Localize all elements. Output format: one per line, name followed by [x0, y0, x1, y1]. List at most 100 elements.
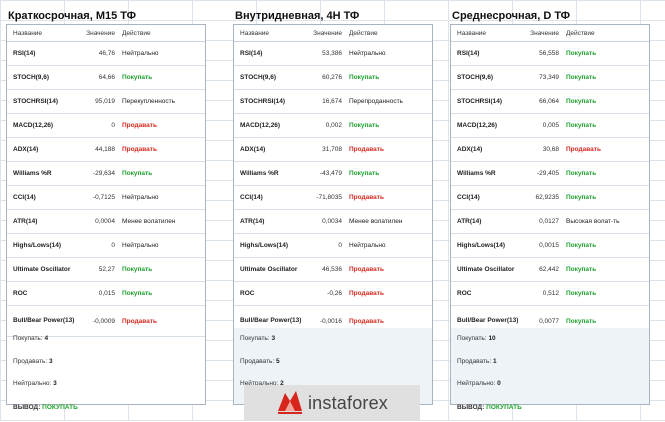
indicator-name: Ultimate Oscillator — [457, 265, 515, 273]
indicator-value: -0,26 — [327, 290, 342, 297]
indicator-name: STOCH(9,6) — [13, 73, 49, 81]
verdict-label: ВЫВОД: — [457, 404, 485, 411]
verdict-line: ВЫВОД: ПОКУПАТЬ — [7, 404, 205, 411]
neutral-count-label: Нейтрально: — [13, 380, 52, 387]
indicator-action: Менее волатилен — [349, 218, 403, 225]
indicator-name: Highs/Lows(14) — [240, 241, 289, 249]
indicator-action: Продавать — [349, 146, 384, 153]
summary-section: Покупать: 10 Продавать: 1 Нейтрально: 0 ВЫВ… — [451, 328, 649, 411]
table-row: Ultimate Oscillator 46,536 Продавать — [234, 258, 432, 282]
indicator-name: RSI(14) — [457, 49, 480, 57]
verdict-line: ВЫВОД: ПОКУПАТЬ — [451, 404, 649, 411]
indicator-name: Bull/Bear Power(13) — [13, 317, 75, 324]
table-row: Williams %R -29,405 Покупать — [451, 162, 649, 186]
buy-count-value: 10 — [488, 335, 496, 342]
indicator-value: 0,0004 — [95, 218, 115, 225]
table-row: RSI(14) 56,558 Покупать — [451, 42, 649, 66]
instaforex-watermark: instaforex — [244, 385, 420, 421]
indicator-action: Перепроданность — [349, 98, 403, 105]
indicator-action: Покупать — [566, 98, 597, 105]
indicator-name: ROC — [240, 289, 255, 297]
indicator-name: Williams %R — [240, 169, 279, 177]
neutral-count-label: Нейтрально: — [457, 380, 496, 387]
indicator-value: 73,349 — [539, 74, 559, 81]
verdict-label: ВЫВОД: — [13, 404, 41, 411]
indicator-name: ADX(14) — [13, 145, 39, 153]
table-row: ROC 0,015 Покупать — [7, 282, 205, 306]
indicator-action: Нейтрально — [122, 50, 159, 57]
indicator-value: 66,064 — [539, 98, 559, 105]
indicator-action: Покупать — [349, 170, 380, 177]
table-row: CCI(14) 62,9235 Покупать — [451, 186, 649, 210]
neutral-count-line: Нейтрально: 0 — [451, 380, 649, 387]
column-header-name: Название — [457, 29, 487, 37]
table-row: ADX(14) 44,188 Продавать — [7, 138, 205, 162]
indicator-name: RSI(14) — [240, 49, 263, 57]
indicator-action: Продавать — [349, 266, 384, 273]
buy-count-value: 3 — [271, 335, 276, 342]
column-header-name: Название — [240, 29, 270, 37]
indicator-action: Покупать — [122, 290, 153, 297]
column-header-value: Значение — [86, 29, 115, 37]
indicator-action: Покупать — [566, 122, 597, 129]
indicator-action: Покупать — [122, 74, 153, 81]
table-header: Название Значение Действие — [7, 25, 205, 42]
table-row: Williams %R -43,479 Покупать — [234, 162, 432, 186]
indicator-action: Покупать — [566, 74, 597, 81]
indicator-action: Покупать — [566, 194, 597, 201]
indicator-action: Продавать — [349, 317, 384, 325]
indicator-table: Название Значение Действие RSI(14) 53,386 Ней… — [233, 24, 433, 405]
neutral-count-value: 2 — [280, 380, 284, 387]
indicator-value: 62,442 — [539, 266, 559, 273]
indicator-action: Нейтрально — [349, 242, 386, 249]
table-row: STOCHRSI(14) 95,019 Перекупленность — [7, 90, 205, 114]
sell-count-label: Продавать: — [13, 358, 48, 365]
panel-title: Среднесрочная, D ТФ — [452, 10, 571, 22]
table-row: ADX(14) 31,708 Продавать — [234, 138, 432, 162]
watermark-text: instaforex — [307, 392, 389, 413]
column-header-name: Название — [13, 29, 43, 37]
indicator-value: 95,019 — [95, 98, 115, 105]
indicator-value: 0,002 — [325, 122, 342, 129]
indicator-value: 0,005 — [542, 122, 559, 129]
indicator-value: 0,0034 — [322, 218, 342, 225]
indicator-value: 0 — [338, 242, 342, 249]
column-header-action: Действие — [349, 29, 378, 37]
column-header-action: Действие — [122, 29, 151, 37]
table-header: Название Значение Действие — [451, 25, 649, 42]
indicator-name: ROC — [13, 289, 28, 297]
indicator-value: 56,558 — [539, 50, 559, 57]
indicator-name: ROC — [457, 289, 472, 297]
indicator-name: ATR(14) — [13, 217, 38, 225]
indicator-name: Williams %R — [13, 169, 52, 177]
indicator-value: 46,536 — [322, 266, 342, 273]
indicator-name: Bull/Bear Power(13) — [457, 317, 519, 324]
table-row: ATR(14) 0,0004 Менее волатилен — [7, 210, 205, 234]
table-row: MACD(12,26) 0,002 Покупать — [234, 114, 432, 138]
indicator-name: STOCHRSI(14) — [240, 97, 286, 105]
indicator-value: -0,0016 — [319, 317, 342, 325]
indicator-name: CCI(14) — [13, 193, 36, 201]
indicator-name: CCI(14) — [240, 193, 263, 201]
indicator-action: Покупать — [349, 122, 380, 129]
indicator-action: Покупать — [566, 266, 597, 273]
indicator-value: 0 — [111, 122, 115, 129]
indicator-name: Ultimate Oscillator — [240, 265, 298, 273]
table-row: ROC -0,26 Продавать — [234, 282, 432, 306]
indicator-name: Williams %R — [457, 169, 496, 177]
indicator-action: Нейтрально — [122, 242, 159, 249]
table-row: Highs/Lows(14) 0 Нейтрально — [7, 234, 205, 258]
sell-count-line: Продавать: 3 — [7, 358, 205, 365]
indicator-value: -29,405 — [536, 170, 559, 177]
indicator-value: -0,7125 — [92, 194, 115, 201]
table-row: Williams %R -29,634 Покупать — [7, 162, 205, 186]
indicator-name: ATR(14) — [240, 217, 265, 225]
indicator-value: -0,0009 — [92, 317, 115, 325]
table-row: STOCHRSI(14) 66,064 Покупать — [451, 90, 649, 114]
column-header-value: Значение — [313, 29, 342, 37]
sell-count-label: Продавать: — [457, 358, 492, 365]
column-header-value: Значение — [530, 29, 559, 37]
table-row: CCI(14) -0,7125 Нейтрально — [7, 186, 205, 210]
indicator-action: Продавать — [349, 194, 384, 201]
indicator-action: Высокая волат-ть — [566, 218, 620, 225]
